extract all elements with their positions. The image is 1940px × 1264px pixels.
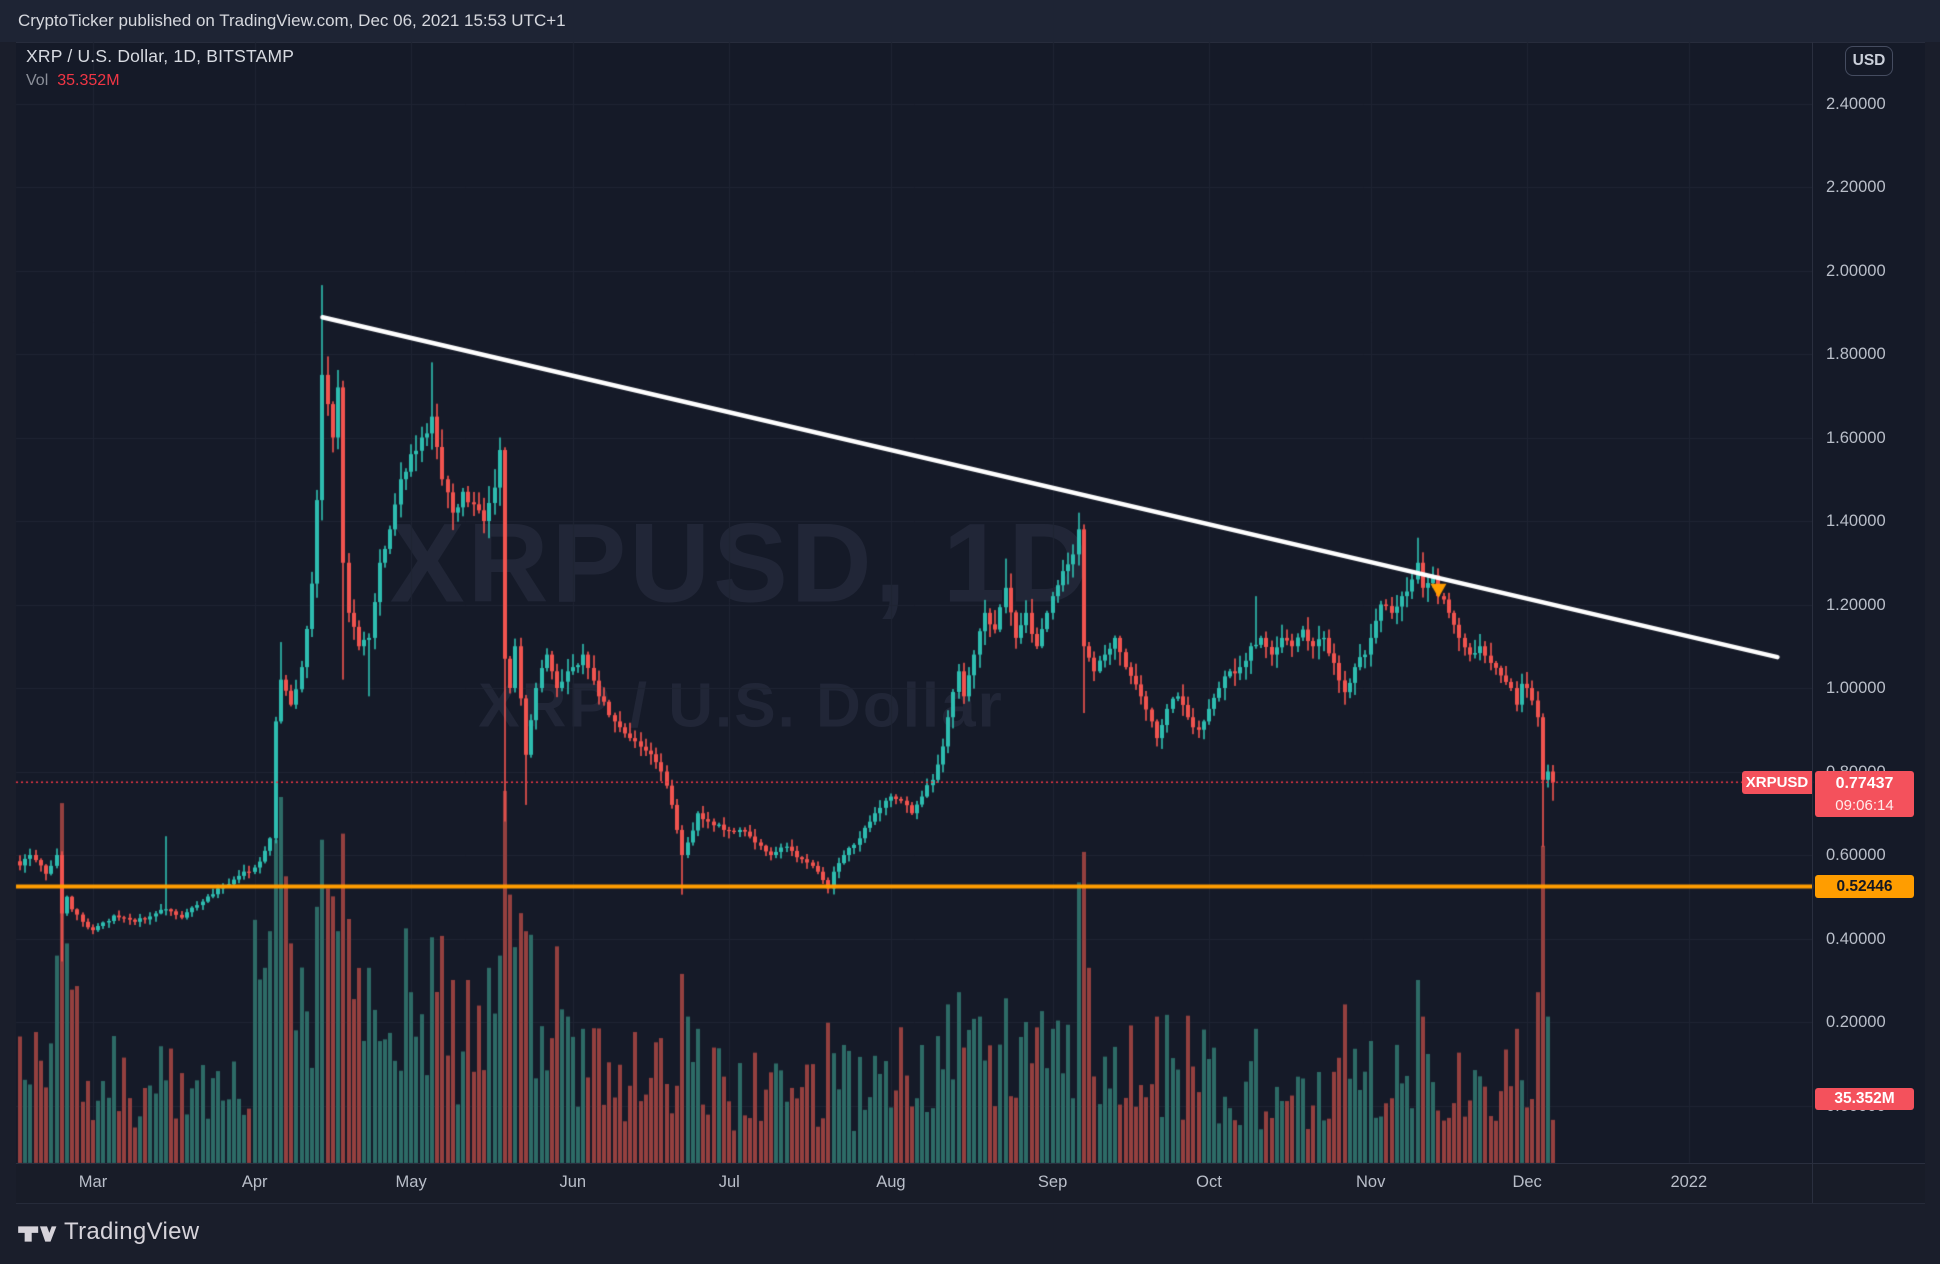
price-axis-label: 1.00000 [1826, 679, 1886, 697]
time-axis-label: Mar [78, 1173, 108, 1191]
time-axis-label: Oct [1196, 1173, 1222, 1191]
widget-bottom-border [16, 1203, 1925, 1204]
time-axis-label: Dec [1512, 1173, 1542, 1191]
time-axis-label: 2022 [1670, 1173, 1708, 1191]
time-axis-label: Jul [718, 1173, 740, 1191]
time-axis-label: Aug [876, 1173, 906, 1191]
last-price-badge: 0.77437 09:06:14 [1815, 770, 1914, 817]
price-axis-label: 0.20000 [1826, 1013, 1886, 1031]
time-axis-label: Sep [1037, 1173, 1068, 1191]
time-axis-label: Nov [1356, 1173, 1386, 1191]
price-axis-label: 1.60000 [1826, 428, 1886, 447]
time-axis-label: May [395, 1173, 427, 1191]
footer: TradingView [0, 1204, 1940, 1264]
last-price-value: 0.77437 [1835, 774, 1894, 792]
time-axis-label: Jun [559, 1173, 587, 1191]
volume-label: Vol [26, 72, 49, 89]
last-price-symbol-tag: XRPUSD [1742, 770, 1812, 794]
price-axis-label: 2.00000 [1826, 261, 1886, 280]
price-axis-label: 1.40000 [1826, 512, 1886, 530]
volume-value: 35.352M [57, 72, 120, 89]
price-axis-label: 0.40000 [1826, 929, 1886, 948]
price-axis-label: 1.80000 [1826, 345, 1886, 363]
time-axis-separator [16, 1163, 1925, 1164]
footer-brand[interactable]: TradingView [64, 1218, 200, 1245]
price-axis-separator [1812, 42, 1813, 1203]
time-axis-label: Apr [241, 1173, 268, 1191]
bar-countdown: 09:06:14 [1835, 796, 1894, 814]
price-axis-label: 0.60000 [1826, 846, 1886, 864]
volume-readout: Vol 35.352M [26, 72, 294, 90]
time-axis[interactable]: Mar Apr May Jun Jul Aug Sep Oct Nov Dec 2022 [16, 1163, 1925, 1203]
tradingview-logo-icon[interactable] [17, 1218, 57, 1250]
price-axis-label: 1.20000 [1826, 595, 1886, 614]
price-axis[interactable]: USD 2.40000 2.20000 2.00000 1.80000 1.60000 1… [1813, 42, 1925, 1203]
currency-badge: USD [1845, 46, 1893, 76]
publish-text: CryptoTicker published on TradingView.co… [18, 11, 566, 30]
symbol-header: XRP / U.S. Dollar, 1D, BITSTAMP Vol 35.35… [26, 46, 294, 90]
price-axis-label: 2.40000 [1826, 94, 1886, 113]
publish-bar: CryptoTicker published on TradingView.co… [0, 0, 1940, 42]
support-level-badge: 0.52446 [1815, 875, 1914, 899]
symbol-title: XRP / U.S. Dollar, 1D, BITSTAMP [26, 46, 295, 66]
volume-value-badge: 35.352M [1815, 1087, 1914, 1110]
price-axis-label: 2.20000 [1826, 178, 1886, 196]
